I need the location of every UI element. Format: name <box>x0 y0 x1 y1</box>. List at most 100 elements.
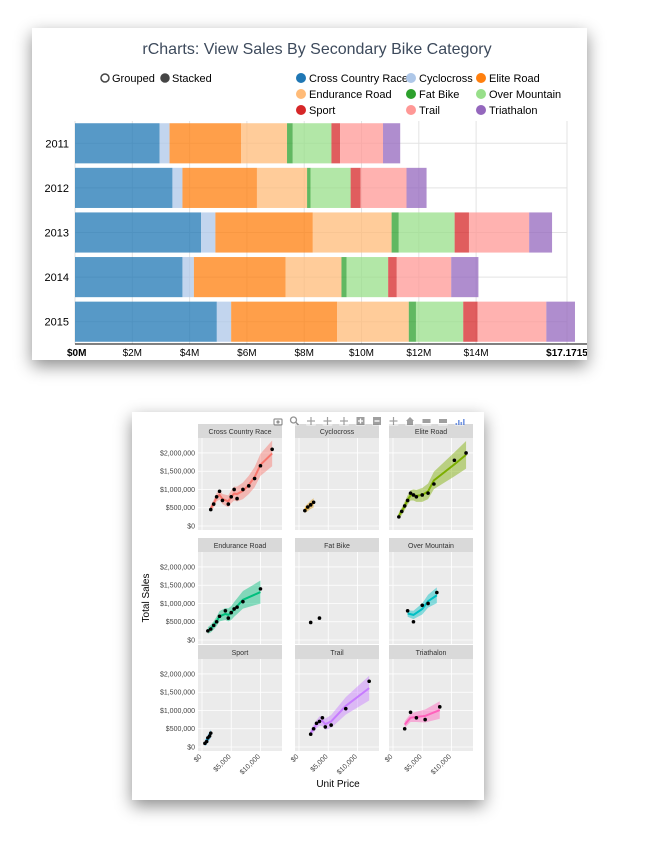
data-point[interactable] <box>411 619 416 624</box>
bar-2012-endurance-road[interactable] <box>256 167 308 208</box>
legend-item-cyclocross[interactable]: Cyclocross <box>406 73 473 85</box>
bar-2011-sport[interactable] <box>331 123 341 164</box>
data-point[interactable] <box>317 719 322 724</box>
data-point[interactable] <box>420 493 425 497</box>
bar-2015-cross-country-race[interactable] <box>75 301 217 342</box>
legend-item-endurance-road[interactable]: Endurance Road <box>296 89 392 101</box>
data-point[interactable] <box>420 603 425 608</box>
bar-2013-cross-country-race[interactable] <box>75 212 202 253</box>
bar-2014-cyclocross[interactable] <box>182 257 194 298</box>
bar-2014-triathalon[interactable] <box>451 257 479 298</box>
data-point[interactable] <box>223 608 228 613</box>
radio-stacked[interactable] <box>160 73 170 83</box>
box-select-icon[interactable] <box>322 416 333 426</box>
legend-item-sport[interactable]: Sport <box>296 105 335 117</box>
bar-2013-trail[interactable] <box>468 212 530 253</box>
data-point[interactable] <box>217 614 222 619</box>
data-point[interactable] <box>311 726 316 731</box>
bar-2013-fat-bike[interactable] <box>391 212 399 253</box>
bar-2015-sport[interactable] <box>463 301 478 342</box>
data-point[interactable] <box>229 610 234 615</box>
data-point[interactable] <box>426 601 430 606</box>
data-point[interactable] <box>437 705 442 709</box>
bar-2011-endurance-road[interactable] <box>241 123 288 164</box>
data-point[interactable] <box>226 616 231 620</box>
data-point[interactable] <box>305 505 310 509</box>
data-point[interactable] <box>252 476 257 481</box>
bar-2011-over-mountain[interactable] <box>292 123 332 164</box>
bar-2011-trail[interactable] <box>340 123 384 164</box>
data-point[interactable] <box>208 507 213 512</box>
bar-2014-fat-bike[interactable] <box>341 257 347 298</box>
bar-2014-cross-country-race[interactable] <box>75 257 183 298</box>
data-point[interactable] <box>204 739 209 744</box>
data-point[interactable] <box>208 731 213 735</box>
bar-2012-over-mountain[interactable] <box>310 167 351 208</box>
data-point[interactable] <box>423 717 427 722</box>
control-stacked[interactable]: Stacked <box>160 73 212 85</box>
bar-2012-fat-bike[interactable] <box>307 167 311 208</box>
data-point[interactable] <box>452 458 457 463</box>
data-point[interactable] <box>432 482 436 486</box>
bar-2011-elite-road[interactable] <box>169 123 242 164</box>
legend-item-cross-country-race[interactable]: Cross Country Race <box>296 73 408 85</box>
data-point[interactable] <box>311 500 316 505</box>
bar-2012-cyclocross[interactable] <box>172 167 183 208</box>
bar-2012-sport[interactable] <box>350 167 361 208</box>
camera-icon[interactable] <box>273 416 283 426</box>
home-icon[interactable] <box>405 416 415 426</box>
data-point[interactable] <box>214 494 219 499</box>
data-point[interactable] <box>308 732 313 737</box>
legend-item-over-mountain[interactable]: Over Mountain <box>476 89 561 101</box>
hover-closest-icon[interactable] <box>421 416 432 426</box>
data-point[interactable] <box>411 493 416 497</box>
data-point[interactable] <box>399 509 404 514</box>
data-point[interactable] <box>308 503 313 507</box>
data-point[interactable] <box>303 508 307 513</box>
data-point[interactable] <box>206 629 210 633</box>
data-point[interactable] <box>235 605 239 609</box>
data-point[interactable] <box>414 494 419 499</box>
bar-2013-endurance-road[interactable] <box>312 212 392 253</box>
data-point[interactable] <box>211 623 216 628</box>
data-point[interactable] <box>323 725 328 729</box>
data-point[interactable] <box>343 706 348 711</box>
legend-item-elite-road[interactable]: Elite Road <box>476 73 540 85</box>
bar-2012-cross-country-race[interactable] <box>75 167 173 208</box>
data-point[interactable] <box>258 463 263 468</box>
data-point[interactable] <box>414 715 419 720</box>
data-point[interactable] <box>208 627 213 631</box>
data-point[interactable] <box>207 734 212 738</box>
data-point[interactable] <box>408 491 413 495</box>
zoom-icon[interactable] <box>289 416 300 426</box>
data-point[interactable] <box>329 723 333 727</box>
bar-2015-cyclocross[interactable] <box>216 301 232 342</box>
data-point[interactable] <box>246 484 251 488</box>
bar-2012-trail[interactable] <box>360 167 407 208</box>
data-point[interactable] <box>241 599 245 604</box>
bar-2012-elite-road[interactable] <box>182 167 257 208</box>
lasso-icon[interactable] <box>339 416 349 426</box>
data-point[interactable] <box>317 616 322 620</box>
data-point[interactable] <box>308 620 313 625</box>
data-point[interactable] <box>226 502 231 506</box>
bar-2014-over-mountain[interactable] <box>346 257 389 298</box>
data-point[interactable] <box>426 491 430 495</box>
data-point[interactable] <box>408 710 413 715</box>
bar-2014-trail[interactable] <box>396 257 452 298</box>
bar-2014-elite-road[interactable] <box>193 257 286 298</box>
plotly-logo-icon[interactable] <box>454 416 465 426</box>
data-point[interactable] <box>314 721 319 726</box>
autoscale-icon[interactable] <box>388 416 399 426</box>
data-point[interactable] <box>464 451 468 455</box>
data-point[interactable] <box>405 498 410 503</box>
bar-2013-elite-road[interactable] <box>215 212 313 253</box>
data-point[interactable] <box>367 679 371 684</box>
bar-2015-trail[interactable] <box>477 301 547 342</box>
bar-2011-cross-country-race[interactable] <box>75 123 160 164</box>
legend-item-trail[interactable]: Trail <box>406 105 440 117</box>
bar-2015-endurance-road[interactable] <box>337 301 409 342</box>
bar-2015-fat-bike[interactable] <box>408 301 416 342</box>
zoom-in-icon[interactable] <box>355 416 366 426</box>
hover-compare-icon[interactable] <box>438 416 448 426</box>
